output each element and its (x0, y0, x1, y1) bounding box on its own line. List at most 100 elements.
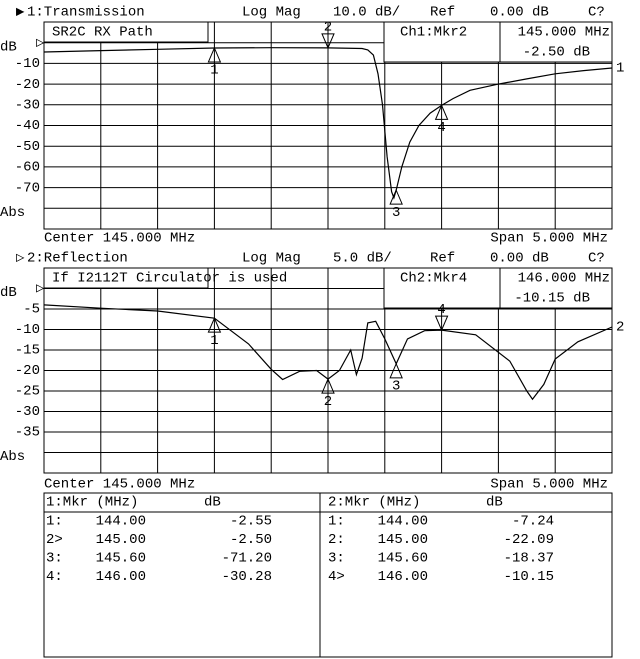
marker-label: 3 (392, 379, 400, 395)
marker (207, 46, 222, 63)
channel-glyph: ▶ (16, 5, 25, 21)
y-tick-label: -50 (15, 139, 40, 155)
table-cell: -30.28 (222, 569, 272, 585)
header-status: C? (588, 251, 605, 267)
y-tick-label: -20 (15, 363, 40, 379)
table-cell: 144.00 (378, 514, 428, 530)
header-scale: 10.0 dB/ (333, 5, 400, 21)
header-format: Log Mag (242, 251, 301, 267)
marker-label: 4 (437, 120, 445, 136)
marker-label: 2 (324, 20, 332, 36)
header-channel: 2:Reflection (27, 251, 128, 267)
marker-label: 1 (210, 63, 218, 79)
table-header: dB (204, 495, 221, 511)
header-ref-value: 0.00 dB (490, 5, 549, 21)
trace-label: 2 (616, 320, 624, 336)
readout-frequency: 145.000 MHz (518, 25, 610, 41)
table-frame (43, 492, 613, 658)
marker (434, 315, 449, 332)
footer-center: Center 145.000 MHz (44, 477, 195, 493)
plot-title: SR2C RX Path (52, 25, 153, 41)
marker-label: 2 (324, 394, 332, 410)
table-cell: 145.00 (378, 532, 428, 548)
ref-indicator: ▷ (36, 281, 45, 297)
table-cell: 3: (46, 551, 63, 567)
y-tick-label: -40 (15, 118, 40, 134)
readout-box (383, 267, 613, 309)
table-cell: 146.00 (378, 569, 428, 585)
table-cell: 1: (46, 514, 63, 530)
y-tick-label: -25 (15, 384, 40, 400)
y-tick-label: -15 (15, 343, 40, 359)
y-tick-label: -5 (23, 302, 40, 318)
header-format: Log Mag (242, 5, 301, 21)
table-cell: 145.60 (378, 551, 428, 567)
header-reference: Ref (430, 251, 455, 267)
table-header: 2:Mkr (MHz) (328, 495, 420, 511)
table-cell: 1: (328, 514, 345, 530)
y-tick-label: dB (0, 285, 17, 301)
table-cell: -71.20 (222, 551, 272, 567)
header-reference: Ref (430, 5, 455, 21)
marker (321, 33, 335, 50)
marker (389, 188, 403, 205)
y-tick-label: Abs (0, 205, 25, 221)
table-cell: 146.00 (96, 569, 146, 585)
readout-box (383, 21, 613, 63)
marker (207, 316, 222, 333)
table-cell: -18.37 (504, 551, 554, 567)
footer-center: Center 145.000 MHz (44, 231, 195, 247)
y-tick-label: Abs (0, 449, 25, 465)
marker (389, 362, 403, 379)
readout-channel: Ch2:Mkr4 (400, 271, 467, 287)
table-cell: -10.15 (504, 569, 554, 585)
y-tick-label: -70 (15, 180, 40, 196)
y-tick-label: -10 (15, 322, 40, 338)
y-tick-label: -20 (15, 77, 40, 93)
header-scale: 5.0 dB/ (333, 251, 392, 267)
ref-indicator: ▷ (36, 35, 45, 51)
readout-value: -2.50 dB (523, 45, 590, 61)
header-channel: 1:Transmission (27, 5, 145, 21)
table-cell: 4: (46, 569, 63, 585)
table-cell: 145.60 (96, 551, 146, 567)
readout-channel: Ch1:Mkr2 (400, 25, 467, 41)
table-cell: -2.55 (230, 514, 272, 530)
table-cell: 2: (328, 532, 345, 548)
table-header: dB (486, 495, 503, 511)
trace (43, 47, 613, 200)
y-tick-label: -35 (15, 425, 40, 441)
channel-glyph: ▷ (16, 251, 25, 267)
y-tick-label: -60 (15, 160, 40, 176)
footer-span: Span 5.000 MHz (490, 477, 608, 493)
marker-label: 4 (437, 302, 445, 318)
title-box (43, 267, 209, 289)
marker-label: 1 (210, 333, 218, 349)
table-cell: 4> (328, 569, 345, 585)
marker-label: 3 (392, 205, 400, 221)
plot-title: If I2112T Circulator is used (52, 271, 287, 287)
trace-label: 1 (616, 61, 624, 77)
readout-frequency: 146.000 MHz (518, 271, 610, 287)
table-cell: -22.09 (504, 532, 554, 548)
table-cell: 144.00 (96, 514, 146, 530)
y-tick-label: dB (0, 39, 17, 55)
trace (43, 304, 613, 401)
y-tick-label: -10 (15, 56, 40, 72)
header-status: C? (588, 5, 605, 21)
marker (434, 104, 449, 120)
footer-span: Span 5.000 MHz (490, 231, 608, 247)
table-cell: 145.00 (96, 532, 146, 548)
table-cell: 2> (46, 532, 63, 548)
table-cell: 3: (328, 551, 345, 567)
y-tick-label: -30 (15, 98, 40, 114)
y-tick-label: -30 (15, 404, 40, 420)
header-ref-value: 0.00 dB (490, 251, 549, 267)
marker (321, 377, 335, 394)
title-box (43, 21, 209, 43)
table-cell: -2.50 (230, 532, 272, 548)
table-cell: -7.24 (512, 514, 554, 530)
readout-value: -10.15 dB (514, 291, 590, 307)
table-header: 1:Mkr (MHz) (46, 495, 138, 511)
